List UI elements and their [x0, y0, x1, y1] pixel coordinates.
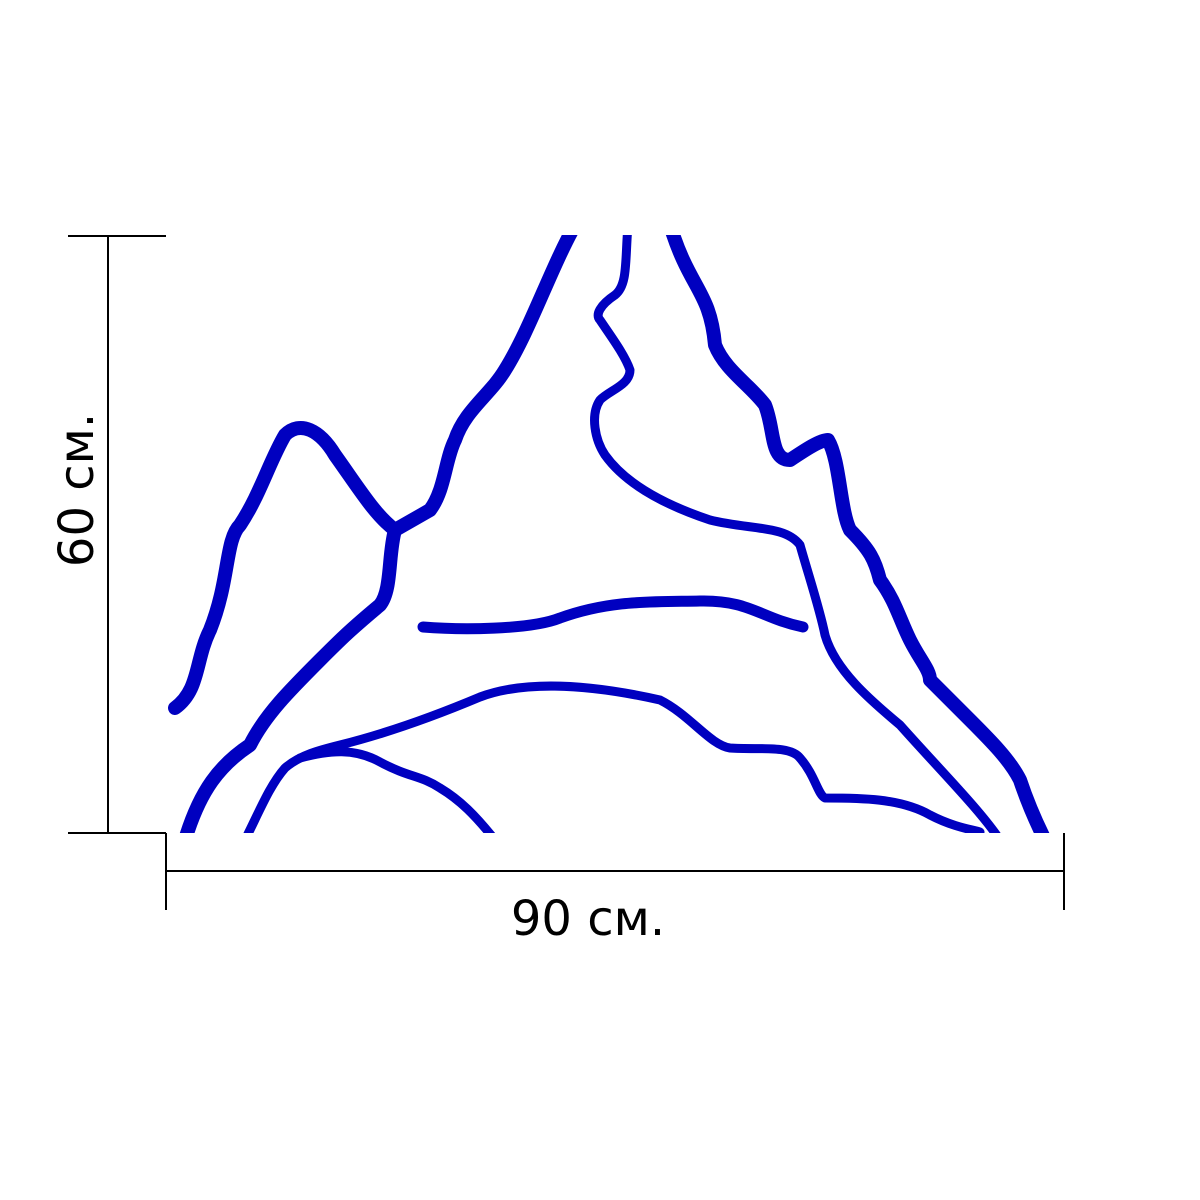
- mountain-sketch: [168, 235, 1050, 833]
- height-label: 60 см.: [49, 413, 105, 567]
- width-label: 90 см.: [511, 891, 665, 947]
